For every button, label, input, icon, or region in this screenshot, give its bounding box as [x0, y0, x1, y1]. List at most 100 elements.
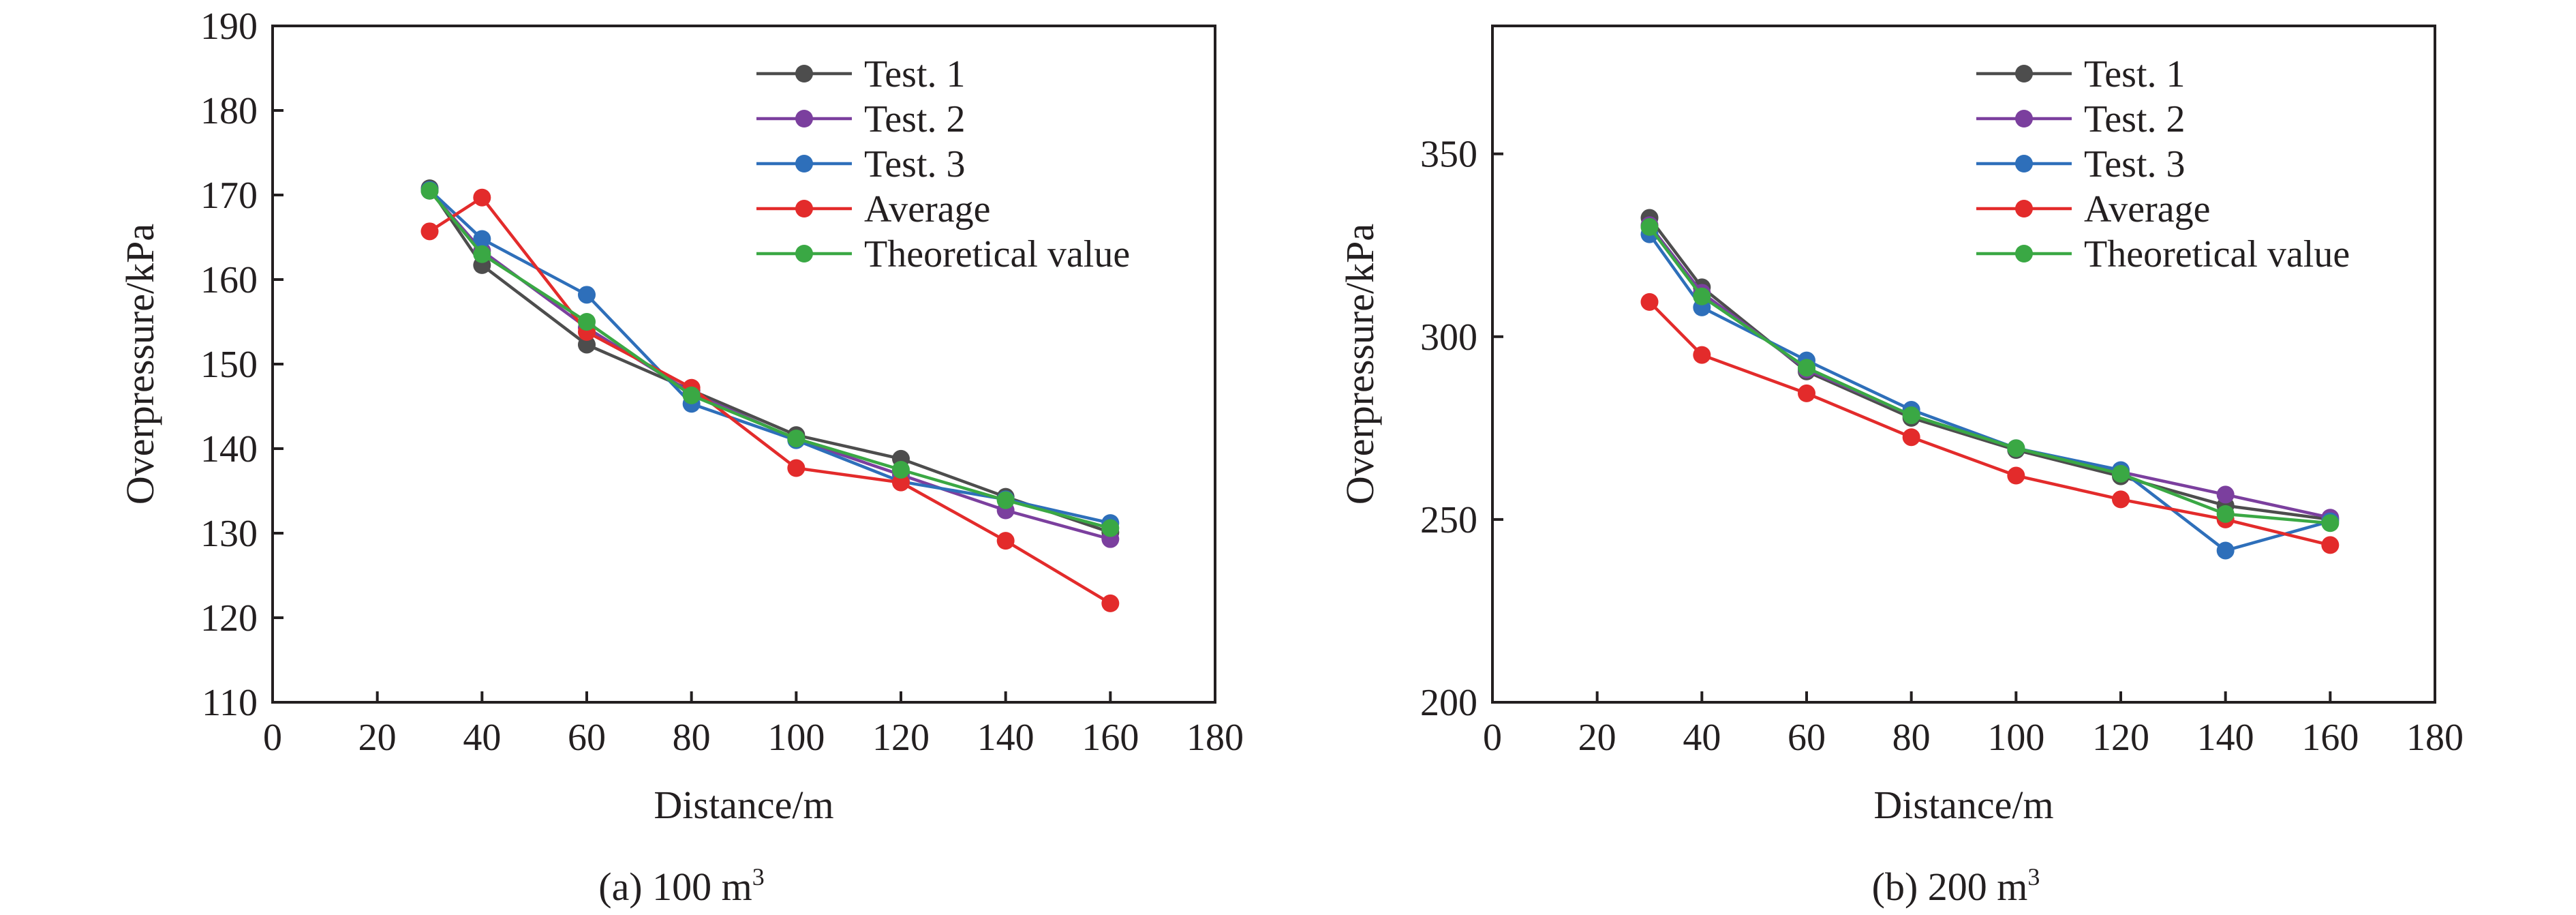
x-tick-label: 120	[872, 717, 930, 759]
legend-marker	[2015, 245, 2033, 262]
y-tick-label: 170	[200, 175, 258, 217]
data-point	[420, 181, 439, 200]
data-point	[420, 222, 439, 241]
data-point	[473, 245, 491, 263]
x-tick-label: 80	[673, 717, 711, 759]
data-point	[578, 313, 596, 331]
legend-label: Test. 2	[2084, 98, 2186, 140]
plot-frame-b	[1491, 25, 2436, 704]
legend-marker	[2015, 110, 2033, 127]
data-point	[578, 286, 596, 304]
data-point	[2007, 466, 2025, 485]
data-point	[1902, 406, 1920, 425]
legend-marker	[795, 155, 813, 172]
y-axis-title: Overpressure/kPa	[1338, 224, 1382, 505]
data-point	[1798, 359, 1815, 377]
plot-frame-a	[271, 25, 1216, 704]
data-point	[2321, 536, 2340, 554]
legend-marker	[795, 65, 813, 82]
data-point	[1640, 217, 1659, 236]
legend-label: Theoretical value	[2084, 233, 2350, 275]
legend-label: Average	[864, 188, 991, 230]
series-line-5	[428, 190, 1111, 530]
data-point	[1101, 519, 1120, 537]
caption-superscript: 3	[2027, 863, 2040, 890]
caption-text: (b) 200 m	[1872, 865, 2028, 909]
legend-marker	[2015, 200, 2033, 217]
data-point	[996, 491, 1015, 509]
data-point	[2216, 505, 2235, 523]
legend-marker	[795, 245, 813, 262]
y-tick-label: 190	[200, 5, 258, 48]
x-tick-label: 60	[568, 717, 606, 759]
series-line-3	[1648, 233, 2331, 552]
legend-label: Test. 2	[864, 98, 966, 140]
legend-label: Test. 3	[2084, 143, 2186, 185]
data-point	[578, 335, 596, 354]
caption-superscript: 3	[752, 863, 765, 890]
caption-text: (a) 100 m	[598, 865, 752, 909]
data-point	[996, 532, 1015, 550]
series-line-4	[1648, 301, 2331, 547]
data-point	[1693, 287, 1711, 305]
x-tick-label: 40	[463, 717, 501, 759]
y-tick-label: 130	[200, 513, 258, 555]
x-tick-label: 120	[2092, 717, 2149, 759]
y-tick-label: 200	[1420, 682, 1477, 724]
data-point	[892, 473, 910, 492]
y-tick-label: 300	[1420, 316, 1477, 359]
panel-caption-b: (b) 200 m3	[1872, 863, 2040, 909]
x-tick-label: 100	[767, 717, 825, 759]
x-tick-label: 100	[1987, 717, 2044, 759]
x-tick-label: 80	[1892, 717, 1931, 759]
x-tick-label: 180	[2406, 717, 2464, 759]
data-point	[1640, 292, 1659, 311]
y-axis-title: Overpressure/kPa	[118, 224, 162, 505]
y-tick-label: 180	[200, 90, 258, 132]
panel-a: 0 20 40 60 80 100 120 140 160 180 110 120 130 140 150 1…	[118, 5, 1244, 909]
data-point	[473, 188, 491, 207]
panel-b: 0 20 40 60 80 100 120 140 160 180 200 250 300 350 Dist…	[1338, 25, 2464, 909]
x-axis-title: Distance/m	[1873, 783, 2053, 827]
x-tick-label: 20	[1578, 717, 1616, 759]
data-point	[2112, 490, 2130, 509]
y-tick-label: 160	[200, 259, 258, 301]
x-tick-label: 0	[263, 717, 282, 759]
x-tick-label: 160	[1082, 717, 1139, 759]
x-tick-label: 140	[2197, 717, 2254, 759]
data-point	[892, 461, 910, 479]
data-point	[1902, 428, 1920, 447]
data-point	[1798, 384, 1815, 402]
data-point	[2216, 485, 2235, 504]
legend-marker	[2015, 65, 2033, 82]
legend-marker	[795, 110, 813, 127]
y-tick-label: 350	[1420, 134, 1477, 176]
y-tick-label: 110	[202, 682, 258, 724]
legend-label: Average	[2084, 188, 2211, 230]
legend-label: Test. 1	[864, 53, 966, 95]
y-tick-label: 250	[1420, 499, 1477, 541]
data-point	[1693, 346, 1711, 364]
data-point	[2216, 541, 2235, 560]
legend-label: Test. 3	[864, 143, 966, 185]
y-tick-label: 150	[200, 344, 258, 386]
legend-marker	[2015, 155, 2033, 172]
legend-label: Test. 1	[2084, 53, 2186, 95]
panel-caption-a: (a) 100 m3	[598, 863, 765, 909]
data-point	[2321, 514, 2340, 532]
series-line-4	[429, 195, 1111, 605]
x-tick-label: 160	[2301, 717, 2359, 759]
data-point	[787, 430, 806, 448]
legend-label: Theoretical value	[864, 233, 1130, 275]
data-point	[2112, 464, 2130, 483]
data-point	[1101, 594, 1120, 612]
x-axis-title: Distance/m	[654, 783, 833, 827]
data-point	[787, 459, 806, 477]
series-line-5	[1648, 226, 2331, 525]
series-line-1	[1648, 217, 2331, 522]
x-tick-label: 60	[1788, 717, 1826, 759]
y-tick-label: 140	[200, 428, 258, 470]
x-tick-label: 140	[977, 717, 1034, 759]
y-tick-label: 120	[200, 597, 258, 640]
